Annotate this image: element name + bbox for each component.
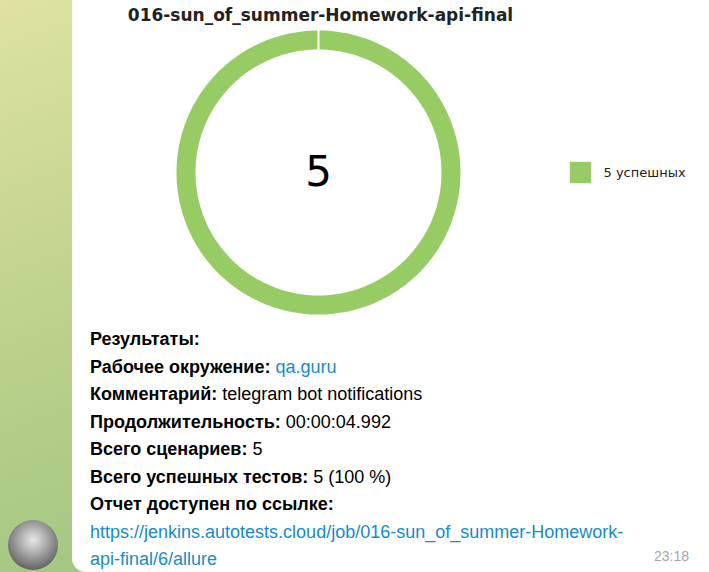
html-text:23:18: 23:18 (654, 548, 689, 564)
html-text:Отчет доступен по ссылке:: Отчет доступен по ссылке: (90, 494, 334, 514)
html-text:Рабочее окружение: qa.guru: Рабочее окружение: qa.guru (90, 356, 337, 377)
svg-text:016-sun_of_summer-Homework-api: 016-sun_of_summer-Homework-api-final (128, 5, 513, 25)
html-text:https://jenkins.autotests.clou: https://jenkins.autotests.cloud/job/016-… (90, 521, 624, 569)
svg-text:5 успешных: 5 успешных (604, 165, 686, 180)
html-text:Продолжительность: 00:00:04.99: Продолжительность: 00:00:04.992 (90, 411, 391, 432)
html-text:Результаты:: Результаты: (90, 329, 200, 349)
html-text:Комментарий: telegram bot noti: Комментарий: telegram bot notifications (90, 384, 423, 404)
html-text:Всего успешных тестов: 5 (100: Всего успешных тестов: 5 (100 %) (90, 466, 392, 487)
svg-text:5: 5 (305, 147, 332, 196)
html-text:Всего сценариев: 5: Всего сценариев: 5 (90, 439, 263, 459)
